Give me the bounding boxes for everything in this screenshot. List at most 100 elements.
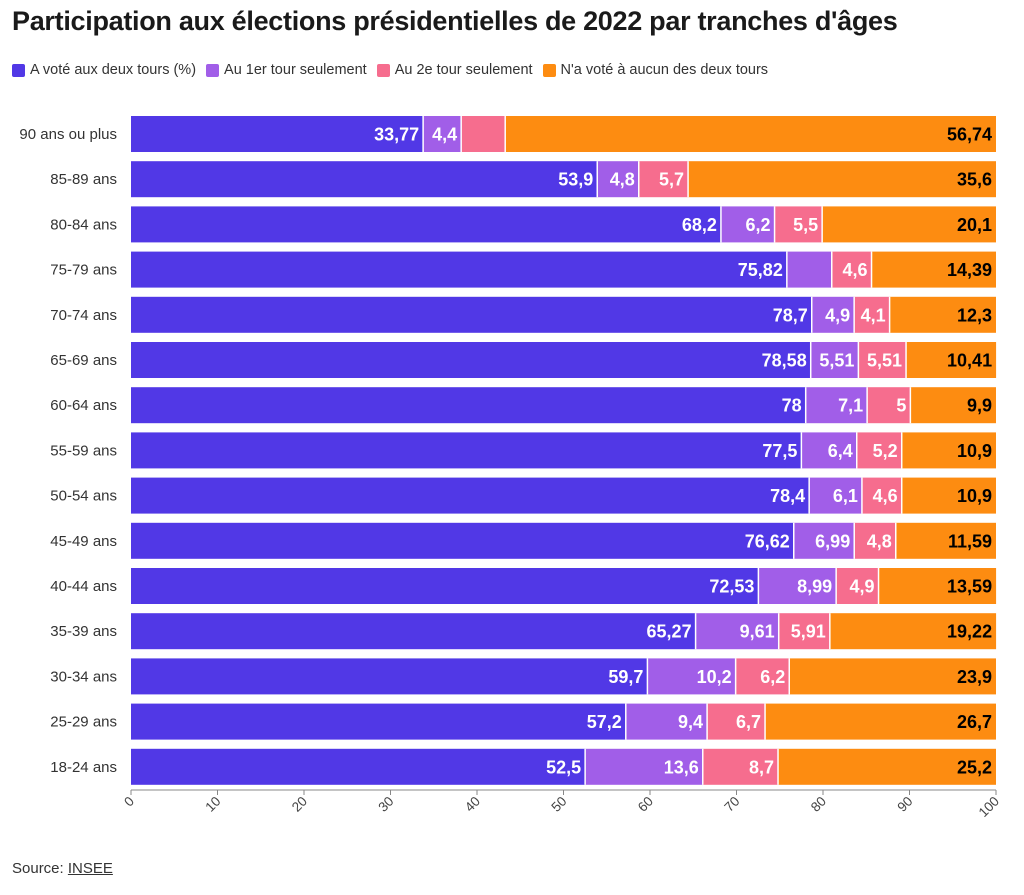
data-label: 10,9 [957, 486, 992, 506]
legend-item[interactable]: Au 2e tour seulement [376, 62, 533, 78]
bar-segment[interactable] [131, 748, 586, 785]
data-label: 5,91 [791, 622, 826, 642]
bar-segment[interactable] [906, 342, 997, 378]
data-label: 13,59 [947, 577, 992, 597]
bar-segment[interactable] [811, 296, 855, 333]
bar-segment[interactable] [786, 251, 832, 288]
bar-segment[interactable] [801, 432, 857, 469]
bar-segment[interactable] [854, 296, 890, 333]
data-label: 5,51 [867, 351, 902, 371]
legend-item[interactable]: Au 1er tour seulement [206, 62, 367, 78]
data-label: 19,22 [947, 622, 992, 642]
category-label: 75-79 ans [50, 262, 117, 279]
bar-segment[interactable] [895, 522, 996, 559]
bar-segment[interactable] [735, 658, 790, 695]
data-label: 5,5 [793, 215, 818, 235]
data-label: 4,9 [850, 577, 875, 597]
bar-segment[interactable] [131, 477, 810, 514]
bar-segment[interactable] [131, 387, 806, 424]
bar-segment[interactable] [789, 658, 996, 695]
bar-segment[interactable] [867, 387, 911, 424]
bar-segment[interactable] [625, 703, 708, 740]
bar-segment[interactable] [810, 342, 859, 378]
x-tick-label: 30 [375, 794, 396, 815]
source-line: Source: INSEE [12, 860, 113, 877]
bar-segment[interactable] [131, 568, 759, 604]
data-label: 5,2 [873, 441, 898, 461]
bar-segment[interactable] [765, 703, 996, 740]
bar-segment[interactable] [856, 432, 902, 469]
bar-segment[interactable] [695, 613, 779, 650]
x-tick-label: 20 [289, 794, 310, 815]
data-label: 65,27 [647, 622, 692, 642]
bar-segment[interactable] [423, 116, 462, 152]
bar-segment[interactable] [131, 522, 794, 559]
bar-segment[interactable] [901, 432, 996, 469]
bar-segment[interactable] [778, 748, 996, 785]
bar-segment[interactable] [829, 613, 997, 650]
bar-segment[interactable] [638, 161, 689, 198]
bar-segment[interactable] [131, 613, 696, 650]
category-label: 50-54 ans [50, 488, 117, 505]
bar-segment[interactable] [597, 161, 639, 198]
bar-segment[interactable] [854, 522, 896, 559]
bar-segment[interactable] [836, 568, 879, 604]
bar-segment[interactable] [910, 387, 996, 424]
legend-label: Au 2e tour seulement [394, 62, 533, 78]
data-label: 4,6 [842, 260, 867, 280]
source-prefix: Source: [12, 860, 68, 877]
data-label: 4,9 [825, 305, 850, 325]
bar-segment[interactable] [131, 703, 626, 740]
bar-segment[interactable] [858, 342, 907, 378]
category-label: 90 ans ou plus [19, 126, 117, 143]
bar-segment[interactable] [707, 703, 766, 740]
bar-segment[interactable] [778, 613, 830, 650]
bar-segment[interactable] [688, 161, 996, 198]
x-tick-label: 0 [121, 794, 137, 810]
bar-segment[interactable] [647, 658, 736, 695]
legend-swatch [542, 63, 556, 77]
category-label: 70-74 ans [50, 307, 117, 324]
bar-segment[interactable] [131, 296, 812, 333]
data-label: 9,9 [967, 396, 992, 416]
bar-segment[interactable] [809, 477, 862, 514]
legend-item[interactable]: N'a voté à aucun des deux tours [542, 62, 768, 78]
bar-segment[interactable] [505, 116, 996, 152]
category-label: 85-89 ans [50, 171, 117, 188]
bar-segment[interactable] [889, 296, 996, 333]
source-link[interactable]: INSEE [67, 860, 113, 877]
bar-segment[interactable] [131, 161, 598, 198]
bar-segment[interactable] [131, 206, 721, 243]
data-label: 53,9 [558, 170, 593, 190]
bar-segment[interactable] [131, 342, 811, 378]
category-label: 45-49 ans [50, 533, 117, 550]
bar-chart: 90 ans ou plus 33,77 4,4 56,74 85-89 ans 53,9… [19, 116, 1002, 820]
legend-item[interactable]: A voté aux deux tours (%) [12, 62, 196, 78]
bar-segment[interactable] [871, 251, 996, 288]
data-label: 5,51 [819, 351, 854, 371]
data-label: 11,59 [948, 531, 992, 551]
bar-segment[interactable] [831, 251, 872, 288]
bar-segment[interactable] [131, 251, 787, 288]
bar-segment[interactable] [822, 206, 996, 243]
category-label: 80-84 ans [50, 216, 117, 233]
category-label: 65-69 ans [50, 352, 117, 369]
bar-segment[interactable] [131, 658, 648, 695]
data-label: 7,1 [838, 396, 863, 416]
bar-segment[interactable] [774, 206, 823, 243]
bar-segment[interactable] [805, 387, 868, 424]
data-label: 12,3 [957, 305, 992, 325]
bar-segment[interactable] [878, 568, 997, 604]
data-label: 78,4 [770, 486, 805, 506]
bar-segment[interactable] [793, 522, 855, 559]
bar-segment[interactable] [461, 116, 506, 152]
data-label: 10,9 [957, 441, 992, 461]
bar-segment[interactable] [758, 568, 837, 604]
bar-segment[interactable] [861, 477, 902, 514]
bar-segment[interactable] [585, 748, 703, 785]
bar-segment[interactable] [702, 748, 779, 785]
bar-segment[interactable] [901, 477, 996, 514]
bar-segment[interactable] [131, 432, 802, 469]
bar-segment[interactable] [720, 206, 775, 243]
bar-segment[interactable] [131, 116, 424, 152]
